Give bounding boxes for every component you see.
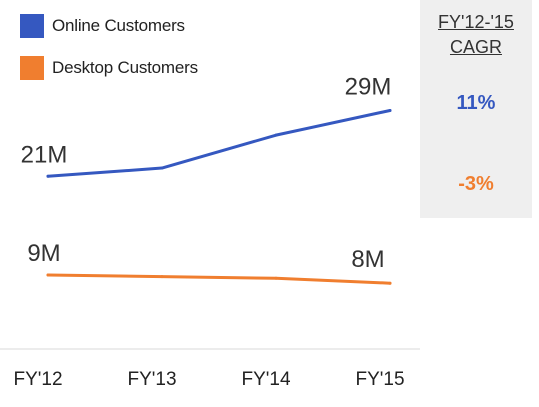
x-tick-label: FY'13 [127,369,176,390]
data-point-desktop-0 [46,273,50,277]
data-label-desktop-start: 9M [27,240,60,267]
series-line-online [46,108,392,178]
data-point-online-2 [274,133,278,137]
cagr-value-online: 11% [456,92,496,114]
data-label-desktop-end: 8M [351,246,384,273]
cagr-value-desktop: -3% [458,173,494,195]
data-point-desktop-3 [388,281,392,285]
data-point-desktop-2 [274,276,278,280]
x-tick-label: FY'12 [13,369,62,390]
cagr-title-label: CAGR [449,37,502,57]
legend-item-desktop: Desktop Customers [20,56,198,80]
data-point-desktop-1 [160,275,164,279]
data-label-online-start: 21M [21,141,68,168]
x-tick-label: FY'14 [241,369,290,390]
legend-label-online: Online Customers [52,16,185,35]
data-point-online-3 [388,108,392,112]
legend-label-desktop: Desktop Customers [52,58,198,77]
data-label-online-end: 29M [345,73,392,100]
x-tick-label: FY'15 [355,369,404,390]
series-line-desktop [46,273,392,285]
legend-swatch-desktop [20,56,44,80]
legend-item-online: Online Customers [20,14,185,38]
legend-swatch-online [20,14,44,38]
cagr-panel: FY'12-'15 CAGR 11% -3% [420,0,532,218]
data-point-online-1 [160,166,164,170]
cagr-title-period: FY'12-'15 [438,12,514,32]
data-point-online-0 [46,174,50,178]
